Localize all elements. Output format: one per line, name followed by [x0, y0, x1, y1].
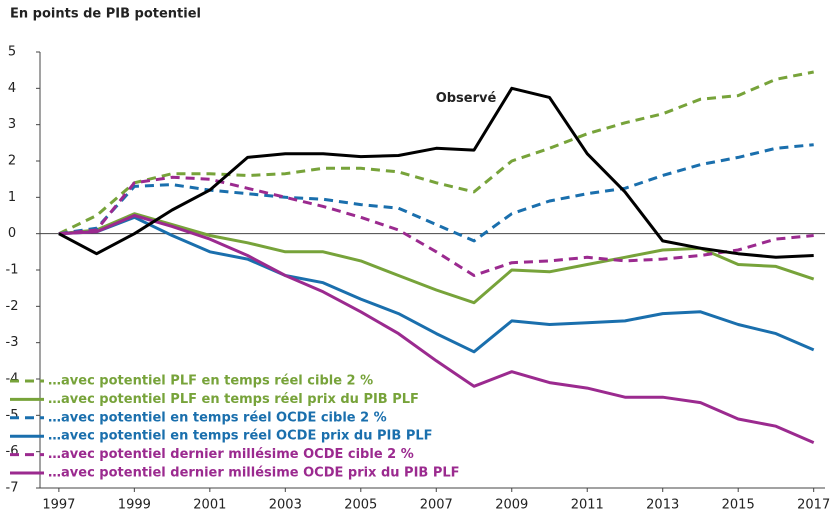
- legend-label: …avec potentiel PLF en temps réel prix d…: [48, 392, 419, 407]
- y-tick-label: -3: [6, 335, 19, 350]
- x-tick-label: 2003: [269, 498, 302, 513]
- y-tick-label: -6: [6, 444, 19, 459]
- y-tick-label: -7: [6, 481, 19, 496]
- y-tick-label: 2: [8, 154, 16, 169]
- data-line: [58, 212, 815, 305]
- legend-label: …avec potentiel dernier millésime OCDE p…: [48, 466, 460, 481]
- x-tick-label: 1999: [118, 498, 151, 513]
- y-tick-label: 4: [8, 81, 16, 96]
- data-line: [58, 214, 815, 444]
- x-tick-label: 1997: [42, 498, 75, 513]
- x-tick-label: 2007: [420, 498, 453, 513]
- y-tick-label: -2: [6, 299, 19, 314]
- x-tick-label: 2015: [722, 498, 755, 513]
- y-tick-label: 1: [8, 190, 16, 205]
- data-line: [58, 70, 814, 236]
- data-line: [58, 215, 815, 354]
- x-tick-label: 2005: [344, 498, 377, 513]
- y-tick-label: -5: [6, 408, 19, 423]
- x-tick-label: 2009: [495, 498, 528, 513]
- data-line: [58, 86, 814, 259]
- chart-title: En points de PIB potentiel: [10, 7, 201, 22]
- x-tick-label: 2017: [797, 498, 830, 513]
- y-tick-label: 3: [8, 117, 16, 132]
- legend-label: …avec potentiel en temps réel OCDE cible…: [48, 410, 387, 425]
- y-tick-label: -1: [6, 263, 19, 278]
- legend-label: …avec potentiel dernier millésime OCDE c…: [48, 447, 414, 462]
- y-tick-label: -4: [6, 372, 19, 387]
- line-annotation: Observé: [436, 91, 497, 106]
- x-tick-label: 2013: [646, 498, 679, 513]
- legend-label: …avec potentiel en temps réel OCDE prix …: [48, 429, 433, 444]
- x-tick-label: 2001: [193, 498, 226, 513]
- y-tick-label: 0: [8, 226, 16, 241]
- legend-label: …avec potentiel PLF en temps réel cible …: [48, 374, 373, 389]
- x-tick-label: 2011: [571, 498, 604, 513]
- y-tick-label: 5: [8, 45, 16, 60]
- data-line: [58, 175, 814, 277]
